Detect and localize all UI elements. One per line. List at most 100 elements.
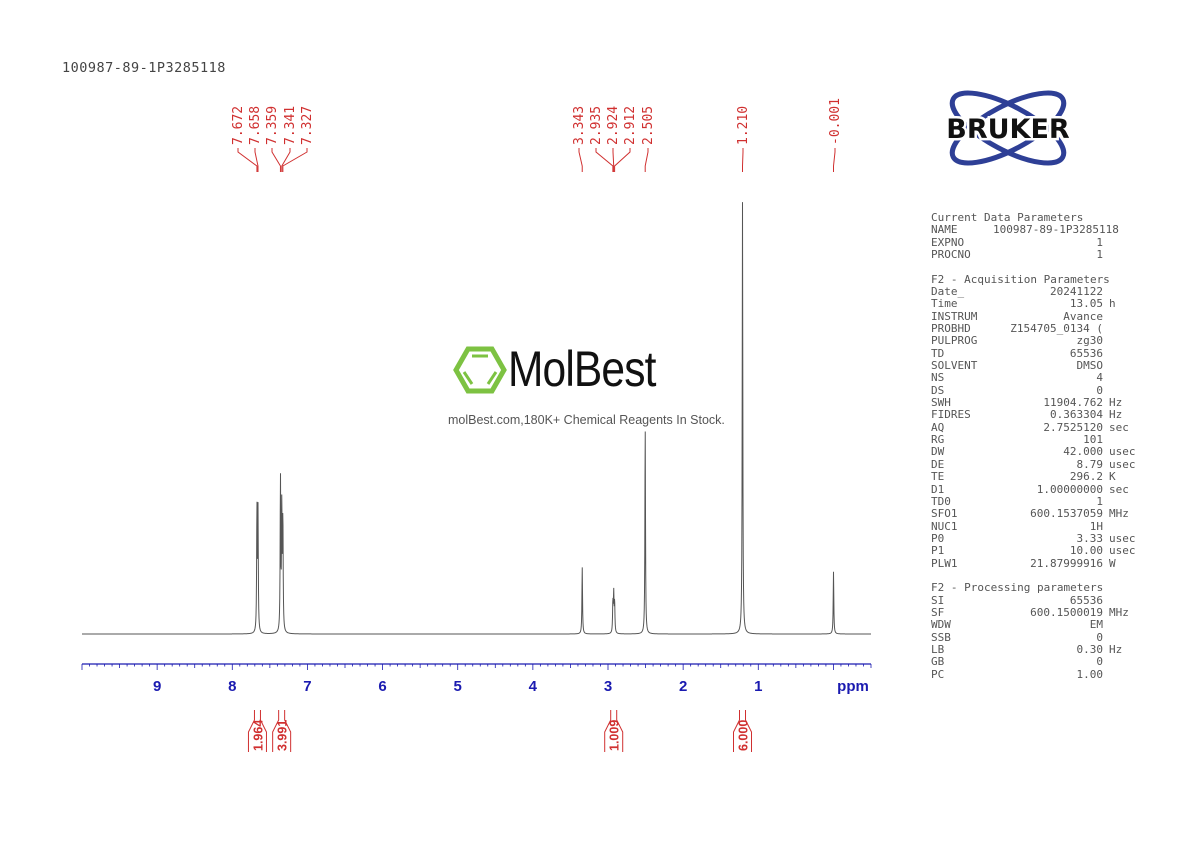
parameter-key: GB (931, 655, 945, 669)
peak-label-connector (595, 148, 614, 172)
parameter-key: DS (931, 383, 945, 397)
parameter-section-title: F2 - Processing parameters (931, 581, 1104, 595)
parameter-row: NS 4 (931, 372, 1136, 385)
parameter-unit: Hz (1109, 396, 1123, 410)
x-axis-label: ppm (837, 678, 869, 695)
parameter-key: WDW (931, 618, 951, 632)
parameter-row: PC 1.00 (931, 667, 1136, 681)
parameter-unit: sec (1109, 482, 1129, 496)
parameter-row: DE 8.79 usec (931, 457, 1136, 471)
x-tick-label: 1 (754, 678, 762, 695)
parameter-value: 0 (1096, 630, 1103, 644)
parameter-unit (1103, 237, 1109, 249)
peak-label-connector (271, 148, 281, 172)
parameter-row: FIDRES 0.363304 Hz (931, 408, 1136, 422)
peak-label-connector (614, 148, 631, 172)
parameter-row: SWH 11904.762 Hz (931, 396, 1136, 410)
parameter-row: SF 600.1500019 MHz (931, 605, 1136, 619)
parameter-value: 42.000 (1063, 445, 1103, 459)
parameter-value: 1 (1096, 494, 1103, 508)
parameter-unit: K (1109, 470, 1116, 484)
parameter-value: 101 (1083, 433, 1103, 447)
parameter-key: FIDRES (931, 408, 971, 422)
parameter-value: EM (1089, 618, 1103, 632)
parameter-row: RG 101 (931, 433, 1136, 447)
peak-label: 7.672 (231, 106, 246, 145)
logo-text: BRUKER (946, 114, 1070, 145)
peak-label-connector (612, 148, 615, 172)
parameter-unit: usec (1109, 531, 1136, 545)
parameter-key: EXPNO (931, 235, 965, 249)
parameter-value: 1 (1096, 248, 1103, 262)
parameter-key: PULPROG (931, 334, 978, 348)
x-tick-label: 9 (153, 678, 161, 695)
parameter-key: AQ (931, 420, 945, 434)
parameter-unit: usec (1109, 544, 1136, 558)
parameter-section-title: F2 - Acquisition Parameters (931, 272, 1110, 286)
parameter-value: 0.30 (1076, 642, 1104, 656)
parameter-value: 20241122 (1050, 285, 1103, 299)
parameter-key: NAME (931, 223, 958, 237)
parameter-unit: usec (1109, 457, 1136, 471)
x-tick-label: 5 (454, 678, 462, 695)
parameter-row: SI 65536 (931, 594, 1136, 607)
parameter-key: NUC1 (931, 519, 958, 533)
parameter-value: 65536 (1069, 346, 1103, 360)
parameter-value: 296.2 (1069, 470, 1103, 484)
parameter-value: 13.05 (1069, 297, 1103, 311)
parameter-row: P0 3.33 usec (931, 531, 1136, 545)
integral-bracket (272, 710, 292, 752)
parameter-unit: usec (1109, 445, 1136, 459)
peak-label: 2.505 (641, 106, 656, 145)
parameter-row: GB 0 (931, 655, 1136, 669)
peak-label: 1.210 (736, 106, 751, 145)
peak-label-connector (237, 148, 258, 172)
peak-label: 7.359 (265, 106, 280, 145)
peak-label-connector (254, 148, 259, 172)
parameter-row: NUC1 1H (931, 519, 1136, 533)
peak-label: 7.658 (248, 106, 263, 145)
parameter-unit: h (1109, 297, 1116, 311)
parameter-key: LB (931, 642, 945, 656)
peak-label: 7.341 (283, 106, 298, 145)
parameter-value: 1H (1089, 519, 1103, 533)
parameter-unit (1103, 656, 1109, 668)
peak-label-connector (833, 148, 836, 172)
parameter-value: 2.7525120 (1043, 420, 1103, 434)
watermark-tagline: molBest.com,180K+ Chemical Reagents In S… (448, 413, 725, 427)
x-tick-label: 2 (679, 678, 687, 695)
x-tick-label: 6 (378, 678, 386, 695)
parameter-key: INSTRUM (931, 309, 978, 323)
parameter-row: INSTRUM Avance (931, 309, 1136, 323)
parameter-value: Z154705_0134 ( (1010, 322, 1103, 336)
parameter-key: SWH (931, 396, 951, 410)
parameter-value: 0.363304 (1050, 408, 1103, 422)
parameter-value: Avance (1063, 309, 1103, 323)
x-tick-label: 4 (529, 678, 538, 695)
parameter-value: 3.33 (1076, 531, 1104, 545)
parameter-key: PROBHD (931, 322, 971, 336)
parameter-value: 600.1500019 (1030, 605, 1103, 619)
parameter-section: Current Data Parameters NAME 100987-89-1P3… (931, 211, 1136, 262)
parameter-row: PROBHD Z154705_0134 ( (931, 322, 1136, 336)
peak-label-connector (281, 148, 291, 172)
peak-label: 2.924 (606, 106, 621, 145)
parameter-key: TE (931, 470, 945, 484)
parameter-value: 1.00 (1076, 667, 1104, 681)
parameter-value: zg30 (1076, 334, 1104, 348)
parameter-unit (1103, 372, 1109, 384)
parameter-unit: sec (1109, 420, 1129, 434)
x-tick-label: 8 (228, 678, 236, 695)
parameter-unit (1103, 669, 1109, 681)
parameter-row: PULPROG zg30 (931, 334, 1136, 348)
parameter-row: SFO1 600.1537059 MHz (931, 507, 1136, 520)
parameter-key: Date_ (931, 285, 965, 299)
peak-label: 3.343 (572, 106, 587, 145)
parameter-key: D1 (931, 482, 945, 496)
parameter-row: TD 65536 (931, 346, 1136, 360)
peak-label-connector (644, 148, 649, 172)
parameter-row: P1 10.00 usec (931, 544, 1136, 558)
parameter-key: PLW1 (931, 556, 958, 570)
